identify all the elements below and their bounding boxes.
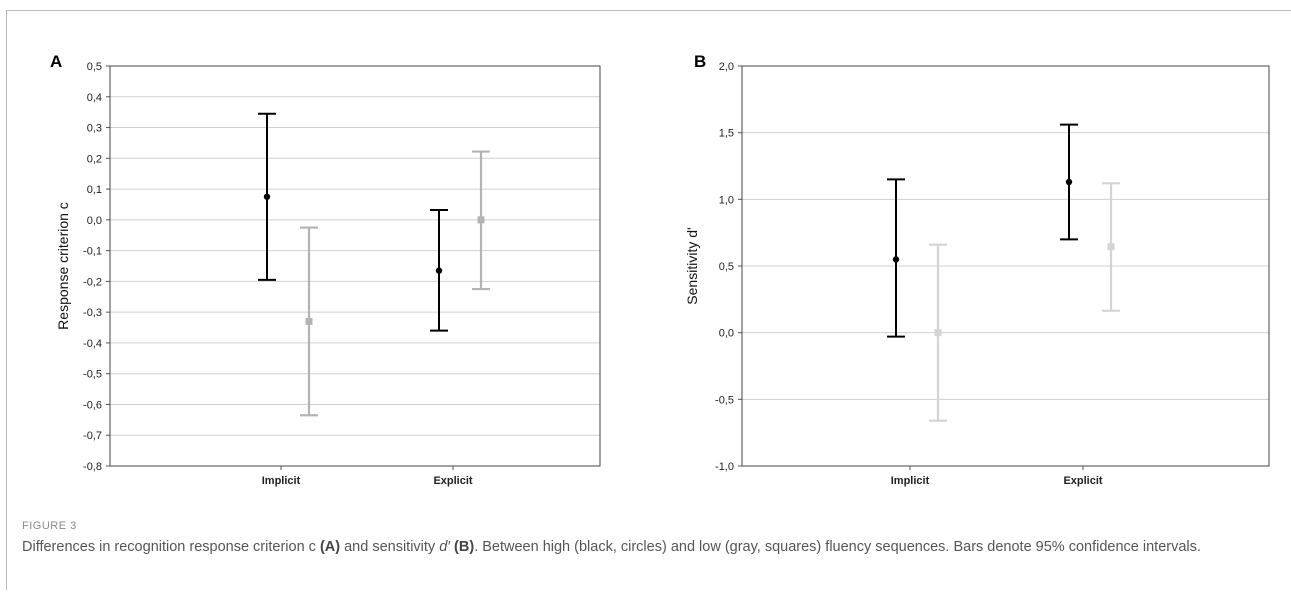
panel-a-ytick-label: -0,6 — [83, 399, 102, 411]
panel-b-high-point — [892, 256, 900, 263]
figure-frame-top — [6, 10, 1291, 11]
panel-a-ytick-label: -0,8 — [83, 461, 102, 473]
panel-a-ytick-label: 0,3 — [87, 123, 102, 135]
panel-a-y-axis-title: Response criterion c — [55, 202, 71, 330]
panel-a-low-point — [477, 216, 485, 224]
panel-a-ytick-label: 0,5 — [87, 61, 102, 73]
panel-a-category-label: Explicit — [433, 475, 472, 487]
panel-a-ytick-label: -0,7 — [83, 430, 102, 442]
figure-charts: A 0,5 0,4 0,3 0,2 0,1 0,0 -0,1 -0,2 -0,3 -0,4 -0,5 -… — [50, 52, 1270, 487]
figure-caption: Differences in recognition response crit… — [22, 537, 1262, 557]
caption-ref-a: (A) — [319, 539, 341, 555]
panel-a-ytick-label: 0,1 — [87, 184, 102, 196]
panel-a-ytick-label: -0,1 — [83, 246, 102, 258]
panel-b-ytick-label: -0,5 — [715, 394, 734, 406]
panel-b-ytick-label: 1,0 — [719, 194, 734, 206]
panel-a-plot-frame — [109, 65, 601, 467]
caption-part3: . Between high (black, circles) and low … — [474, 539, 1201, 555]
panel-b-low-point — [1107, 243, 1115, 251]
caption-part1: Differences in recognition response crit… — [22, 539, 320, 555]
panel-a-ytick-label: -0,2 — [83, 276, 102, 288]
figure-label: FIGURE 3 — [22, 520, 77, 532]
caption-dprime: d′ — [439, 539, 451, 555]
caption-ref-b: (B) — [450, 539, 475, 555]
panel-b-low-point — [934, 329, 942, 337]
panel-b-ytick-label: 0,0 — [719, 328, 734, 340]
panel-b-high-point — [1065, 178, 1073, 186]
panel-a-category-label: Implicit — [262, 475, 301, 487]
panel-a-low-point — [305, 317, 313, 325]
panel-a-letter: A — [50, 52, 62, 71]
caption-part2: and sensitivity — [340, 539, 440, 555]
panel-a-high-point — [435, 267, 443, 274]
panel-a-ytick-label: 0,4 — [87, 92, 102, 104]
panel-b-ytick-label: 0,5 — [719, 261, 734, 273]
panel-a-ytick-label: 0,0 — [87, 215, 102, 227]
panel-a-ytick-label: -0,3 — [83, 307, 102, 319]
panel-b-ytick-label: 2,0 — [719, 61, 734, 73]
figure-frame-left — [6, 10, 7, 590]
panel-b-plot-frame — [741, 65, 1270, 467]
panel-b-y-axis-title: Sensitivity d' — [684, 227, 700, 304]
panel-b-category-label: Explicit — [1063, 475, 1102, 487]
panel-b-ytick-label: -1,0 — [715, 461, 734, 473]
panel-a-ytick-label: 0,2 — [87, 153, 102, 165]
panel-b-category-label: Implicit — [891, 475, 930, 487]
panel-a-high-point — [263, 193, 271, 200]
panel-b-ytick-label: 1,5 — [719, 128, 734, 140]
panel-a-ytick-label: -0,4 — [83, 338, 102, 350]
panel-b-letter: B — [694, 52, 706, 71]
panel-a-ytick-label: -0,5 — [83, 369, 102, 381]
